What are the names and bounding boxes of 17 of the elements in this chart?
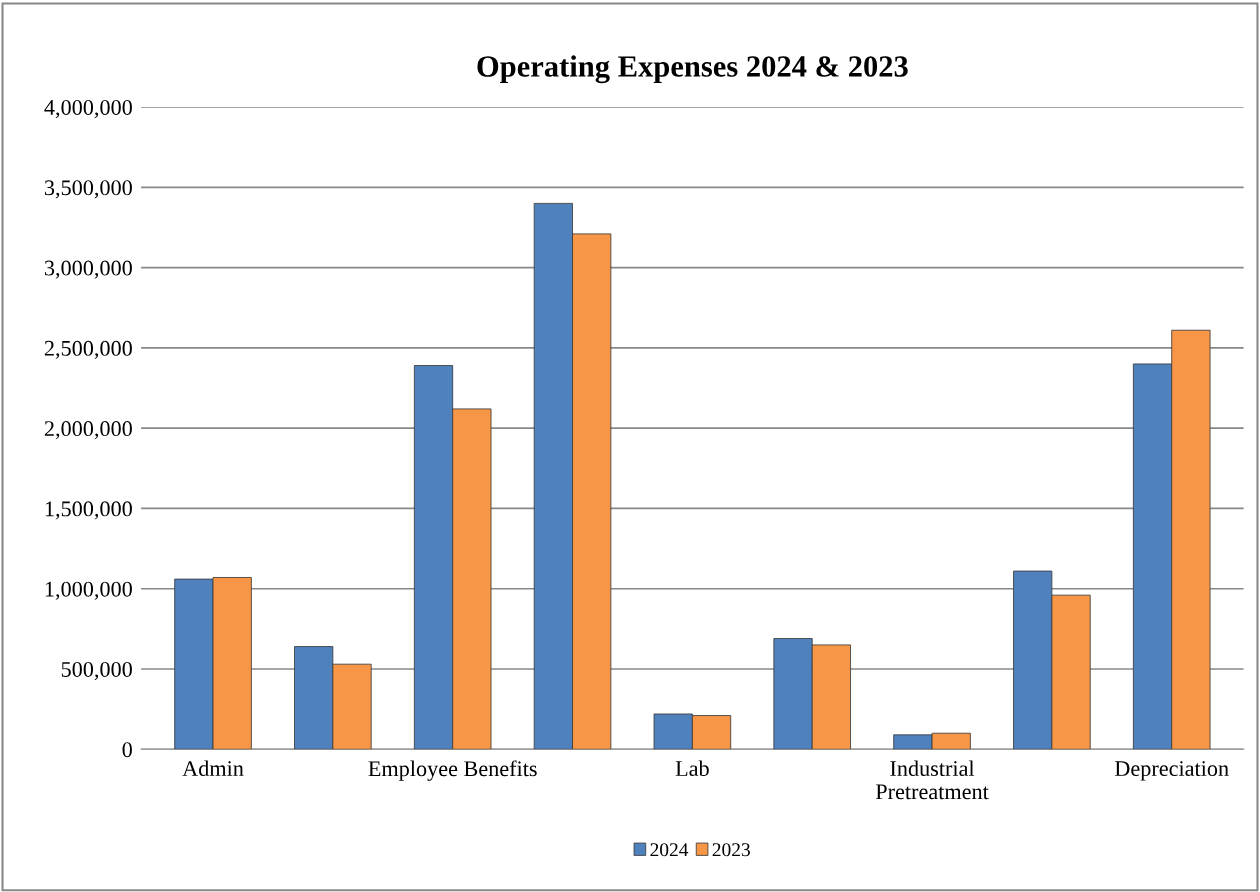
x-tick-label: Industrial Pretreatment <box>875 760 989 800</box>
x-tick-label: Admin <box>182 760 244 777</box>
y-tick-label: 2,500,000 <box>44 340 132 360</box>
y-tick-label: 1,500,000 <box>45 501 132 520</box>
x-tick-label: Lab <box>675 760 709 777</box>
x-tick-label: Depreciation <box>1114 761 1229 781</box>
chart-title: Operating Expenses 2024 & 2023 <box>477 55 908 84</box>
y-tick-label: 500,000 <box>61 661 132 681</box>
y-tick-label: 3,000,000 <box>44 260 132 279</box>
legend-label: 2024 <box>650 843 689 857</box>
x-tick-label: Employee Benefits <box>368 760 537 781</box>
y-tick-label: 4,000,000 <box>44 99 132 119</box>
y-tick-label: 2,000,000 <box>44 421 132 440</box>
y-tick-label: 0 <box>122 742 132 758</box>
legend-label: 2023 <box>712 843 750 857</box>
y-tick-label: 3,500,000 <box>44 180 132 199</box>
y-tick-label: 1,000,000 <box>45 581 132 600</box>
